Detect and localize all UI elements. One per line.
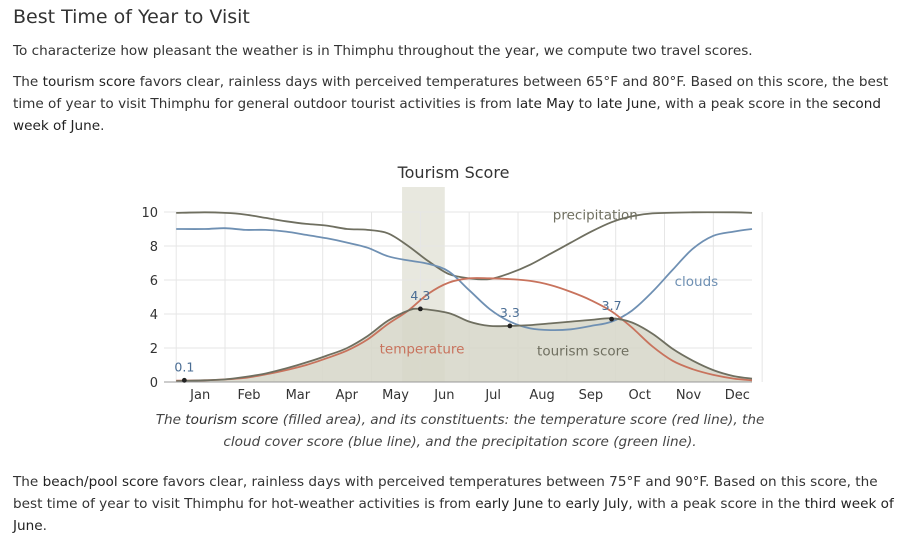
tourism-line	[176, 307, 753, 382]
text: The	[13, 74, 43, 90]
text: .	[42, 518, 47, 534]
precipitation-label: precipitation	[553, 208, 638, 224]
beach-paragraph: The beach/pool score favors clear, rainl…	[13, 471, 898, 537]
section-heading: Best Time of Year to Visit	[13, 6, 250, 28]
tourism-paragraph: The tourism score favors clear, rainless…	[13, 71, 898, 137]
x-tick-label: Jul	[484, 388, 501, 403]
chart-caption: The tourism score (filled area), and its…	[140, 409, 780, 453]
annotation-dot	[181, 377, 187, 383]
intro-paragraph: To characterize how pleasant the weather…	[13, 43, 753, 59]
x-tick-label: Jun	[433, 388, 454, 403]
text: to	[574, 96, 597, 112]
y-tick-label: 0	[150, 376, 158, 391]
text: favors clear, rainless days with perceiv…	[13, 74, 889, 112]
beach-score-link[interactable]: beach/pool score	[42, 474, 159, 490]
clouds-line	[176, 227, 753, 332]
x-tick-label: Sep	[579, 388, 604, 403]
x-tick-label: May	[382, 388, 409, 403]
annotation-dot	[507, 323, 513, 329]
precipitation-line	[176, 211, 753, 281]
x-tick-label: Dec	[725, 388, 750, 403]
annotation-label: 3.3	[500, 305, 520, 320]
annotation-dot	[609, 316, 615, 322]
tourism-score-link[interactable]: tourism score	[42, 74, 136, 90]
text: favors clear, rainless days with perceiv…	[13, 474, 878, 512]
x-tick-label: Jan	[189, 388, 210, 403]
chart-title: Tourism Score	[397, 163, 510, 182]
text: , with a peak score in the	[628, 496, 805, 512]
text: .	[100, 118, 105, 134]
y-tick-label: 8	[150, 240, 158, 255]
start-date: early June	[475, 496, 544, 512]
text: (filled area), and its constituents: the…	[223, 412, 765, 450]
x-tick-label: Nov	[676, 388, 702, 403]
y-tick-label: 4	[150, 308, 158, 323]
text: The	[155, 412, 186, 428]
y-tick-label: 6	[150, 274, 158, 289]
temperature-line	[176, 277, 753, 382]
x-tick-label: Feb	[238, 388, 261, 403]
tourism-score-area	[176, 308, 752, 382]
clouds-label: clouds	[675, 274, 719, 290]
text: , with a peak score in the	[656, 96, 833, 112]
x-tick-label: Aug	[529, 388, 554, 403]
end-date: early July	[565, 496, 629, 512]
annotation-dot	[417, 306, 423, 312]
x-tick-label: Mar	[286, 388, 311, 403]
annotation-label: 4.3	[410, 288, 430, 303]
end-date: late June	[596, 96, 657, 112]
x-tick-label: Apr	[335, 388, 358, 403]
annotation-label: 3.7	[602, 298, 622, 313]
y-tick-label: 2	[150, 342, 158, 357]
caption-tourism-score: tourism score	[185, 412, 279, 428]
text: The	[13, 474, 43, 490]
peak-date: third week of June	[13, 496, 894, 534]
text: to	[543, 496, 566, 512]
temperature-label: temperature	[380, 342, 465, 358]
y-tick-label: 10	[141, 206, 158, 221]
x-tick-label: Oct	[628, 388, 650, 403]
annotation-label: 0.1	[174, 359, 194, 374]
tourism-label: tourism score	[537, 344, 629, 360]
peak-date: second week of June	[13, 96, 881, 134]
start-date: late May	[516, 96, 575, 112]
